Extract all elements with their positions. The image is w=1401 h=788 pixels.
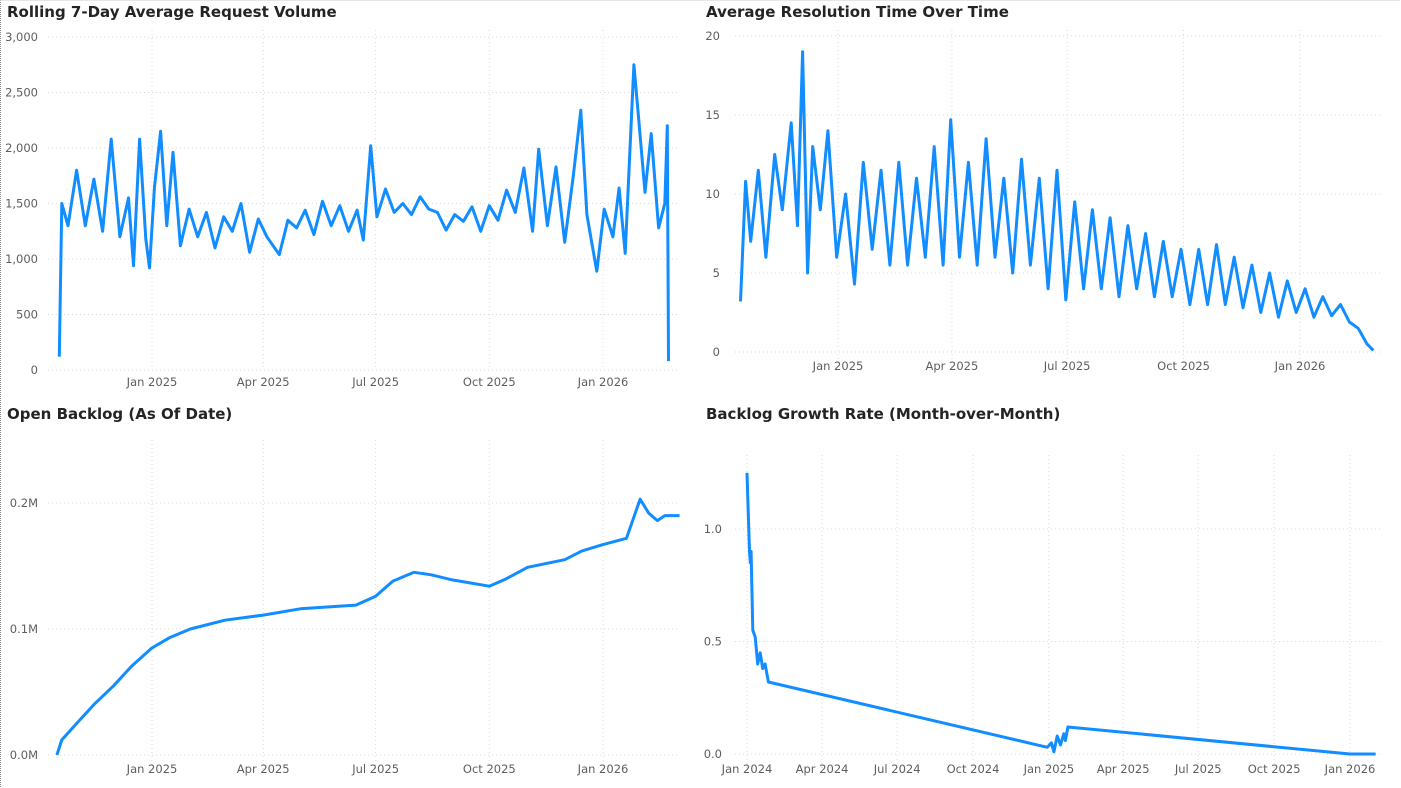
y-tick-label: 1.0 bbox=[704, 522, 722, 536]
x-tick-label: Oct 2025 bbox=[463, 762, 516, 776]
x-tick-label: Jul 2025 bbox=[351, 762, 399, 776]
x-tick-label: Jan 2024 bbox=[721, 762, 773, 776]
chart-title-request-volume: Rolling 7-Day Average Request Volume bbox=[7, 3, 337, 21]
x-tick-label: Jan 2025 bbox=[126, 762, 178, 776]
x-tick-label: Jan 2025 bbox=[126, 375, 178, 389]
y-tick-label: 0.1M bbox=[10, 622, 38, 636]
y-tick-label: 0 bbox=[31, 363, 38, 377]
x-tick-label: Jan 2025 bbox=[1023, 762, 1075, 776]
series-line-resolution-time[interactable] bbox=[739, 50, 1375, 352]
x-tick-label: Jan 2026 bbox=[577, 762, 629, 776]
x-tick-label: Oct 2025 bbox=[1248, 762, 1301, 776]
y-tick-label: 20 bbox=[705, 29, 720, 43]
series-line-open-backlog[interactable] bbox=[55, 497, 680, 756]
y-tick-label: 10 bbox=[705, 187, 720, 201]
x-tick-label: Apr 2025 bbox=[926, 359, 979, 373]
chart-title-open-backlog: Open Backlog (As Of Date) bbox=[7, 405, 233, 423]
x-tick-label: Jan 2025 bbox=[812, 359, 864, 373]
y-tick-label: 0.0M bbox=[10, 748, 38, 762]
x-tick-label: Jan 2026 bbox=[1324, 762, 1376, 776]
y-tick-label: 2,000 bbox=[5, 141, 38, 155]
x-tick-label: Apr 2024 bbox=[796, 762, 849, 776]
y-tick-label: 3,000 bbox=[5, 30, 38, 44]
x-tick-label: Oct 2024 bbox=[947, 762, 1000, 776]
y-tick-label: 5 bbox=[713, 266, 720, 280]
x-tick-label: Jan 2026 bbox=[577, 375, 629, 389]
y-tick-label: 0.2M bbox=[10, 496, 38, 510]
y-tick-label: 0.0 bbox=[704, 747, 722, 761]
chart-title-backlog-growth: Backlog Growth Rate (Month-over-Month) bbox=[706, 405, 1061, 423]
x-tick-label: Jul 2025 bbox=[351, 375, 399, 389]
x-tick-label: Oct 2025 bbox=[1157, 359, 1210, 373]
y-tick-label: 2,500 bbox=[5, 86, 38, 100]
y-tick-label: 1,000 bbox=[5, 252, 38, 266]
x-tick-label: Jan 2026 bbox=[1274, 359, 1326, 373]
y-tick-label: 1,500 bbox=[5, 197, 38, 211]
y-tick-label: 15 bbox=[705, 108, 720, 122]
x-tick-label: Jul 2025 bbox=[1043, 359, 1091, 373]
x-tick-label: Apr 2025 bbox=[1097, 762, 1150, 776]
series-line-backlog-growth[interactable] bbox=[745, 472, 1376, 756]
series-line-request-volume[interactable] bbox=[57, 63, 670, 362]
x-tick-label: Apr 2025 bbox=[237, 762, 290, 776]
y-tick-label: 0.5 bbox=[704, 635, 722, 649]
chart-title-resolution-time: Average Resolution Time Over Time bbox=[706, 3, 1009, 21]
y-tick-label: 0 bbox=[713, 345, 720, 359]
x-tick-label: Jul 2024 bbox=[873, 762, 921, 776]
y-tick-label: 500 bbox=[16, 308, 38, 322]
x-tick-label: Apr 2025 bbox=[237, 375, 290, 389]
x-tick-label: Jul 2025 bbox=[1174, 762, 1222, 776]
x-tick-label: Oct 2025 bbox=[463, 375, 516, 389]
